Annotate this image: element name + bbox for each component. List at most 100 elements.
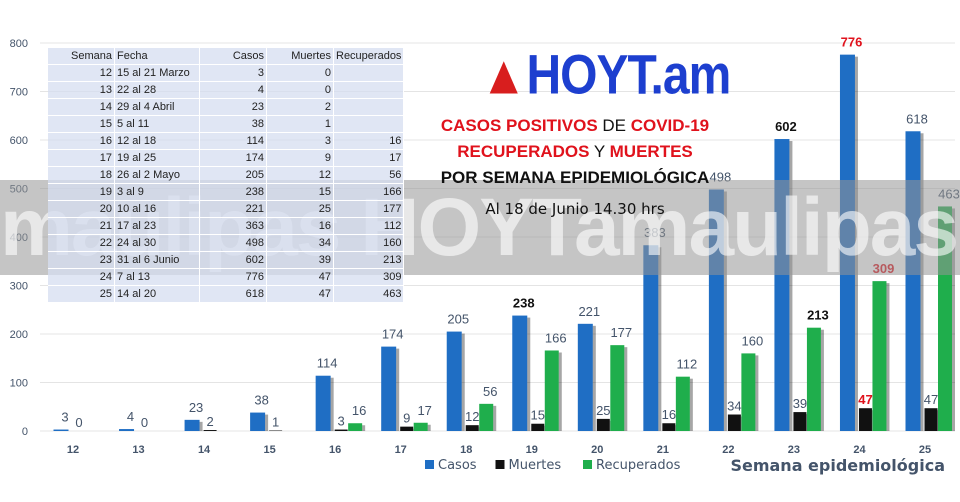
table-cell: 21 xyxy=(48,217,115,235)
data-label-recuperados: 166 xyxy=(545,330,567,345)
data-label-recuperados: 177 xyxy=(610,325,632,340)
table-cell: 23 xyxy=(199,98,267,116)
table-cell: 47 xyxy=(266,285,334,303)
table-cell: 12 al 18 xyxy=(114,132,200,150)
x-tick-label: 22 xyxy=(722,444,734,456)
y-tick-label: 300 xyxy=(10,281,28,293)
bar-shadow xyxy=(362,425,366,431)
bar-shadow xyxy=(330,377,334,431)
table-cell: 25 xyxy=(48,285,115,303)
table-row: 18 26 al 2 Mayo 205 12 56 xyxy=(48,166,405,184)
bar-casos xyxy=(381,346,397,431)
bar-muertes xyxy=(203,430,217,431)
x-tick-label: 25 xyxy=(919,444,931,456)
table-cell: 498 xyxy=(199,234,267,252)
table-cell: 238 xyxy=(199,183,267,201)
subtitle-date: Al 18 de Junio 14.30 hrs xyxy=(485,200,665,218)
bar-recuperados xyxy=(413,422,428,431)
table-cell: 166 xyxy=(333,183,405,201)
bar-muertes xyxy=(596,418,610,431)
data-label-muertes: 16 xyxy=(662,407,676,422)
data-label-recuperados: 16 xyxy=(352,403,366,418)
data-label-muertes: 3 xyxy=(338,414,345,429)
bar-shadow xyxy=(461,333,465,431)
table-cell: 114 xyxy=(199,132,267,150)
x-tick-label: 17 xyxy=(395,444,407,456)
table-row: 19 3 al 9 238 15 166 xyxy=(48,183,405,201)
table-cell: 14 al 20 xyxy=(114,285,200,303)
table-header: Semana xyxy=(48,48,115,65)
bar-casos xyxy=(53,429,69,431)
bar-muertes xyxy=(531,423,545,431)
data-label-casos: 602 xyxy=(775,119,797,134)
x-tick-label: 24 xyxy=(853,444,866,456)
data-label-casos: 618 xyxy=(906,111,928,126)
table-row: 20 10 al 16 221 25 177 xyxy=(48,200,405,218)
table-cell: 205 xyxy=(199,166,267,184)
bar-shadow xyxy=(624,347,628,431)
y-tick-label: 600 xyxy=(10,135,28,147)
legend-label: Casos xyxy=(438,458,477,473)
data-label-muertes: 0 xyxy=(75,415,82,430)
table-cell: 160 xyxy=(333,234,405,252)
table-cell: 0 xyxy=(266,64,334,82)
legend-label: Muertes xyxy=(509,458,562,473)
bar-casos xyxy=(512,315,528,431)
title-line-3: POR SEMANA EPIDEMIOLÓGICA xyxy=(440,168,710,187)
data-label-muertes: 47 xyxy=(924,392,938,407)
x-tick-label: 13 xyxy=(132,444,144,456)
table-row: 13 22 al 28 4 0 xyxy=(48,81,405,99)
table-row: 16 12 al 18 114 3 16 xyxy=(48,132,405,150)
table-cell: 13 xyxy=(48,81,115,99)
data-label-casos: 114 xyxy=(317,356,338,371)
data-label-casos: 4 xyxy=(127,409,134,424)
bar-shadow xyxy=(886,283,890,431)
bar-muertes xyxy=(400,426,414,431)
bar-recuperados xyxy=(348,423,363,431)
table-cell: 1 xyxy=(266,115,334,133)
legend-swatch-recuperados xyxy=(583,460,592,469)
map-icon: ▲ xyxy=(480,45,528,106)
table-cell: 19 xyxy=(48,183,115,201)
table-cell: 15 al 21 Marzo xyxy=(114,64,200,82)
table-cell: 174 xyxy=(199,149,267,167)
table-cell: 309 xyxy=(333,268,405,286)
table-cell: 17 al 23 xyxy=(114,217,200,235)
table-cell: 15 xyxy=(48,115,115,133)
table-cell: 16 xyxy=(266,217,334,235)
data-label-casos: 238 xyxy=(513,296,535,311)
table-cell xyxy=(333,81,405,99)
table-cell xyxy=(333,64,405,82)
data-label-muertes: 1 xyxy=(272,415,279,430)
bar-shadow xyxy=(592,325,596,431)
table-cell: 4 xyxy=(199,81,267,99)
bar-recuperados xyxy=(806,327,821,431)
data-label-casos: 205 xyxy=(447,312,469,327)
table-header: Casos xyxy=(199,48,267,65)
table-cell: 17 xyxy=(48,149,115,167)
x-axis-title: Semana epidemiológica xyxy=(730,456,945,475)
table-cell: 18 xyxy=(48,166,115,184)
table-row: 14 29 al 4 Abril 23 2 xyxy=(48,98,405,116)
data-label-muertes: 9 xyxy=(403,411,410,426)
y-tick-label: 0 xyxy=(22,426,28,438)
table-cell: 22 xyxy=(48,234,115,252)
bar-muertes xyxy=(924,408,938,431)
logo-text-1: HOY xyxy=(526,45,629,106)
table-cell: 12 xyxy=(266,166,334,184)
table-row: 23 31 al 6 Junio 602 39 213 xyxy=(48,251,405,269)
bar-shadow xyxy=(493,405,497,431)
table-header: Recuperados xyxy=(333,48,405,65)
table-cell: 7 al 13 xyxy=(114,268,200,286)
data-label-muertes: 0 xyxy=(141,415,148,430)
data-label-casos: 776 xyxy=(841,35,863,50)
table-cell: 17 xyxy=(333,149,405,167)
table-cell: 16 xyxy=(333,132,405,150)
table-cell: 20 xyxy=(48,200,115,218)
bar-casos xyxy=(250,412,266,431)
x-tick-label: 12 xyxy=(67,444,79,456)
bar-shadow xyxy=(658,247,662,431)
table-cell: 14 xyxy=(48,98,115,116)
table-cell: 47 xyxy=(266,268,334,286)
